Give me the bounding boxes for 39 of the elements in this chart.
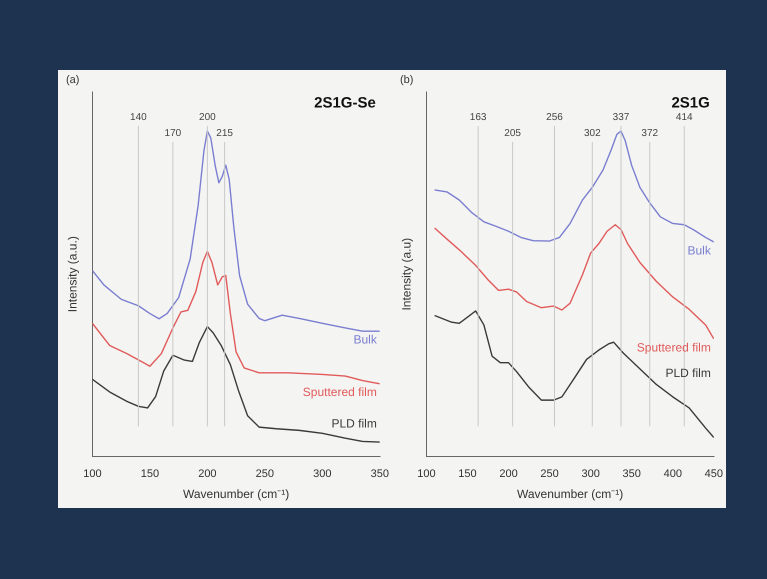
ref-line-label: 140 [130, 112, 148, 123]
ref-line-label: 205 [504, 128, 522, 139]
series-label: Bulk [353, 332, 378, 346]
x-tick-label: 100 [417, 468, 436, 480]
x-tick-label: 350 [622, 468, 641, 480]
series-label: PLD film [665, 366, 711, 380]
x-tick-label: 250 [540, 468, 559, 480]
ref-line-label: 414 [676, 112, 694, 123]
x-tick-label: 450 [704, 468, 724, 480]
series-label: Bulk [687, 243, 712, 258]
x-tick-label: 150 [458, 468, 477, 480]
chart-title: 2S1G-Se [314, 94, 376, 112]
y-axis-title: Intensity (a.u.) [66, 236, 80, 312]
ref-line-label: 215 [216, 128, 234, 139]
text: (a) [66, 74, 80, 86]
x-tick-label: 250 [256, 468, 274, 480]
x-tick-label: 100 [83, 468, 102, 480]
ref-line-label: 163 [470, 112, 487, 123]
ref-line-label: 337 [612, 112, 630, 123]
x-tick-label: 200 [499, 468, 518, 480]
ref-line-label: 170 [164, 128, 182, 139]
ref-line-label: 256 [546, 112, 564, 123]
y-axis-title: Intensity (a.u) [400, 238, 414, 311]
x-tick-label: 400 [664, 468, 682, 480]
text: (b) [400, 74, 414, 86]
x-axis-title: Wavenumber (cm⁻¹) [516, 487, 624, 502]
ref-line-label: 200 [199, 112, 216, 123]
x-tick-label: 350 [370, 468, 390, 480]
x-tick-label: 300 [313, 468, 332, 480]
series-label: PLD film [331, 416, 377, 430]
ref-line-label: 302 [584, 128, 602, 139]
x-tick-label: 300 [581, 468, 600, 480]
series-label: Sputtered film [636, 340, 711, 354]
x-tick-label: 200 [198, 468, 217, 480]
chart-title: 2S1G [671, 94, 710, 112]
ref-line-label: 372 [641, 128, 659, 139]
series-label: Sputtered film [302, 385, 377, 400]
x-axis-title: Wavenumber (cm⁻¹) [182, 487, 290, 502]
x-tick-label: 150 [140, 468, 160, 480]
